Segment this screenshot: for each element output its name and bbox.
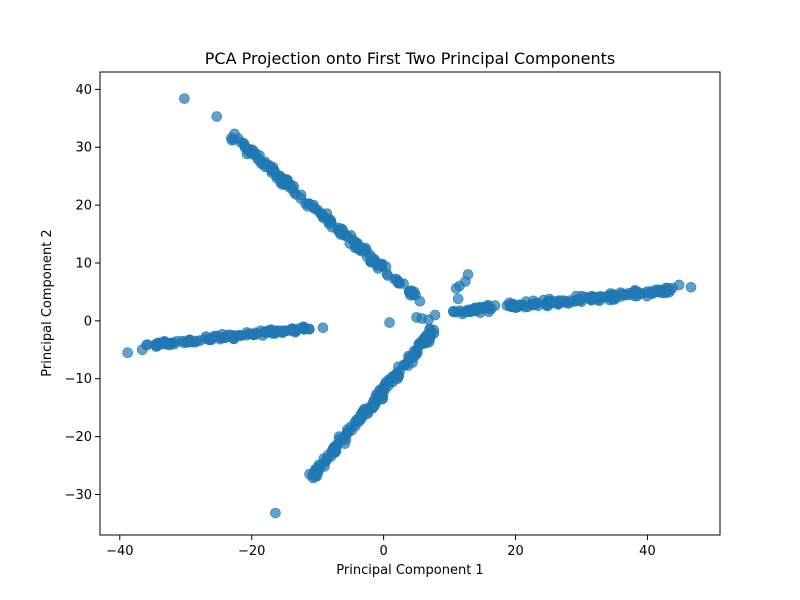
scatter-point <box>238 137 250 149</box>
scatter-point <box>450 283 462 294</box>
scatter-point <box>685 281 697 293</box>
scatter-point <box>457 308 469 320</box>
plot-frame <box>99 71 721 536</box>
x-axis-label: Principal Component 1 <box>336 563 483 578</box>
scatter-point <box>328 443 339 454</box>
scatter-point <box>529 298 541 309</box>
scatter-point <box>489 300 501 311</box>
y-tick-label: −30 <box>65 488 92 503</box>
y-tick-label: 30 <box>75 141 92 156</box>
scatter-point <box>322 453 333 464</box>
scatter-point <box>510 302 521 313</box>
scatter-point <box>298 324 310 335</box>
scatter-point <box>544 293 555 305</box>
scatter-point <box>184 334 195 346</box>
scatter-point <box>317 322 329 334</box>
scatter-point <box>254 150 265 161</box>
scatter-point <box>122 347 133 358</box>
scatter-point <box>393 361 404 373</box>
scatter-point <box>390 370 402 381</box>
y-tick-label: 0 <box>84 314 92 329</box>
scatter-point <box>356 245 368 257</box>
scatter-point <box>342 231 354 242</box>
chart-title: PCA Projection onto First Two Principal … <box>205 49 615 68</box>
scatter-point <box>211 111 223 122</box>
scatter-point <box>326 221 338 233</box>
scatter-point <box>313 463 324 474</box>
scatter-point <box>355 414 366 426</box>
y-tick-label: −20 <box>65 430 92 445</box>
y-axis-label: Principal Component 2 <box>40 229 55 376</box>
scatter-point <box>633 288 644 300</box>
scatter-points <box>122 93 697 519</box>
scatter-point <box>226 134 238 146</box>
scatter-point <box>241 327 253 338</box>
y-tick-label: 40 <box>75 83 92 98</box>
y-tick-label: 10 <box>75 256 92 271</box>
y-tick-label: −10 <box>65 372 92 387</box>
scatter-point <box>392 276 403 287</box>
scatter-point <box>277 174 288 185</box>
scatter-point <box>260 326 272 337</box>
scatter-point <box>334 433 346 445</box>
x-axis-ticks: −40 −20 0 20 40 <box>106 535 656 559</box>
y-tick-label: 20 <box>75 199 92 214</box>
scatter-point <box>570 290 582 302</box>
scatter-point <box>599 291 610 303</box>
scatter-point <box>408 345 420 357</box>
scatter-point <box>211 330 223 342</box>
scatter-point <box>407 357 418 368</box>
scatter-point <box>295 189 307 201</box>
scatter-point <box>478 301 490 313</box>
scatter-point <box>342 424 353 435</box>
scatter-point <box>452 293 464 305</box>
scatter-point <box>429 309 441 321</box>
scatter-point <box>654 286 665 298</box>
scatter-point <box>287 183 299 194</box>
x-tick-label: 20 <box>507 544 524 559</box>
scatter-point <box>428 328 440 339</box>
scatter-point <box>179 93 190 104</box>
y-axis-ticks: −30 −20 −10 0 10 20 30 40 <box>65 83 100 503</box>
scatter-point <box>559 296 570 308</box>
scatter-point <box>365 256 377 267</box>
x-tick-label: −20 <box>238 544 265 559</box>
scatter-point <box>673 279 685 291</box>
scatter-point <box>448 305 459 317</box>
scatter-point <box>308 202 320 213</box>
scatter-point <box>321 208 333 219</box>
scatter-point <box>586 290 598 302</box>
scatter-point <box>467 305 478 316</box>
scatter-point <box>227 330 239 342</box>
scatter-point <box>384 317 395 328</box>
scatter-point <box>270 507 281 519</box>
scatter-point <box>414 295 426 307</box>
scatter-point <box>200 333 211 344</box>
scatter-point <box>367 403 378 414</box>
x-tick-label: 40 <box>639 544 656 559</box>
scatter-point <box>408 289 419 300</box>
scatter-point <box>265 162 277 173</box>
scatter-point <box>136 344 148 356</box>
x-tick-label: 0 <box>379 544 387 559</box>
scatter-point <box>154 337 166 349</box>
scatter-point <box>381 268 393 280</box>
x-tick-label: −40 <box>106 544 133 559</box>
scatter-point <box>417 334 429 345</box>
